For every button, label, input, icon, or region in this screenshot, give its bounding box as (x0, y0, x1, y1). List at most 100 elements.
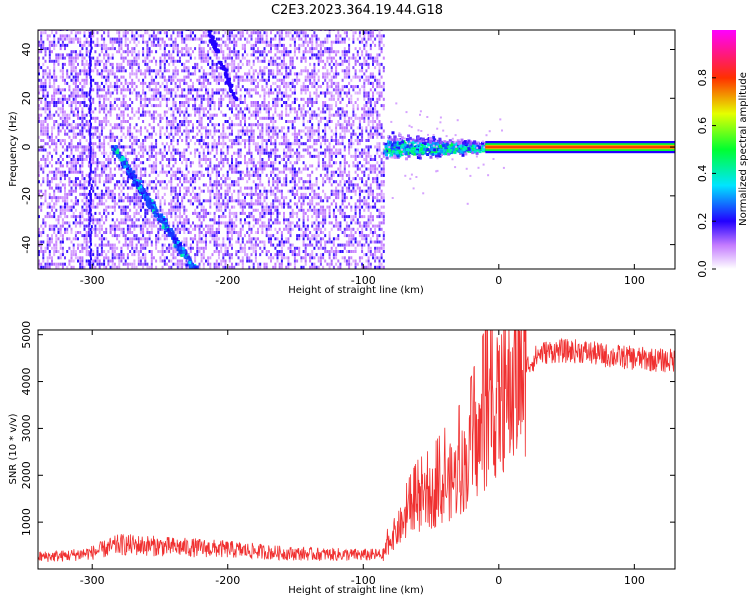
spectrogram-cell (150, 151, 153, 155)
spectrogram-cell (163, 62, 166, 66)
spectrogram-cell (94, 192, 97, 196)
spectrogram-cell (109, 94, 112, 98)
spectrogram-cell (135, 234, 138, 238)
spectrogram-cell (291, 107, 294, 111)
spectrogram-cell (272, 129, 275, 133)
spectrogram-cell (233, 215, 236, 219)
spectrogram-cell (179, 180, 181, 184)
spectrogram-cell (48, 135, 51, 139)
spectrogram-cell (42, 123, 45, 127)
spectrogram-cell (278, 154, 281, 158)
spectrogram-cell (218, 81, 220, 85)
spectrogram-cell (272, 69, 275, 73)
spectrogram-cell (289, 69, 292, 73)
spectrogram-cell (207, 170, 210, 174)
spectrogram-cell (103, 161, 106, 165)
spectrogram-cell (285, 91, 288, 95)
spectrogram-cell (194, 208, 197, 212)
spectrogram-cell (51, 94, 53, 98)
spectrogram-cell (83, 97, 86, 101)
spectrogram-cell (74, 161, 77, 165)
spectrogram-cell (38, 85, 40, 89)
spectrogram-cell (168, 246, 171, 250)
spectrogram-cell (259, 37, 262, 41)
spectrogram-cell (291, 164, 294, 168)
spectrogram-cell (172, 62, 175, 66)
spectrogram-cell (157, 104, 160, 108)
spectrogram-cell (172, 47, 175, 51)
spectrogram-cell (280, 240, 283, 244)
spectrogram-cell (179, 135, 181, 139)
spectrogram-cell (144, 91, 147, 95)
spectrogram-cell (205, 132, 207, 136)
spectrogram-cell (144, 113, 147, 117)
spectrogram-cell (168, 265, 171, 269)
spectrogram-cell (46, 183, 49, 187)
spectrogram-cell (231, 231, 233, 234)
spectrogram-cell (109, 132, 112, 136)
spectrogram-cell (98, 237, 101, 241)
spectrogram-cell (215, 53, 218, 57)
spectrogram-cell (181, 101, 184, 104)
spectrogram-cell (53, 192, 56, 196)
spectrogram-cell (287, 237, 290, 241)
spectrogram-cell (179, 231, 181, 234)
spectrogram-cell (137, 145, 140, 149)
spectrogram-cell (53, 101, 56, 104)
spectrogram-cell (55, 161, 58, 165)
spectrogram-cell (196, 224, 199, 228)
spectrogram-cell (163, 262, 166, 266)
spectrogram-cell (168, 224, 171, 228)
spectrogram-cell (113, 196, 116, 200)
spectrogram-cell (259, 164, 262, 168)
spectrogram-cell (213, 167, 216, 171)
spectrogram-cell (231, 126, 233, 130)
spectrogram-cell (263, 205, 266, 209)
spectrogram-cell (100, 50, 103, 54)
spectrogram-cell (152, 126, 155, 130)
spectrogram-cell (276, 91, 279, 95)
spectrogram-cell (205, 158, 207, 161)
spectrogram-cell (81, 186, 84, 190)
spectrogram-cell (263, 246, 266, 250)
spectrogram-cell (250, 158, 253, 161)
spectrogram-cell (96, 259, 99, 263)
spectrogram-cell (100, 167, 103, 171)
spectrogram-cell (254, 85, 257, 89)
spectrogram-cell (57, 62, 60, 66)
spectrogram-cell (85, 199, 88, 203)
spectrogram-cell (152, 37, 155, 41)
spectrogram-cell (40, 246, 43, 250)
spectrogram-cell (293, 224, 296, 228)
spectrogram-cell (224, 88, 227, 92)
spectrogram-cell (231, 246, 233, 250)
spectrogram-cell (257, 173, 259, 177)
spectrogram-cell (270, 208, 272, 212)
spectrogram-cell (170, 81, 173, 85)
spectrogram-cell (194, 192, 197, 196)
spectrogram-cell (250, 151, 253, 155)
spectrogram-cell (126, 253, 129, 257)
spectrogram-cell (70, 259, 73, 263)
spectrogram-cell (270, 142, 272, 146)
spectrogram-cell (46, 34, 49, 38)
spectrogram-cell (46, 104, 49, 108)
spectrogram-cell (87, 250, 90, 253)
spectrogram-cell (133, 202, 136, 206)
spectrogram-cell (116, 116, 119, 120)
spectrogram-cell (257, 227, 259, 231)
spectrogram-cell (287, 158, 290, 161)
spectrogram-cell (124, 211, 127, 215)
spectrogram-cell (198, 265, 201, 269)
spectrogram-cell (231, 66, 233, 70)
spectrogram-cell (72, 189, 75, 193)
spectrogram-cell (57, 167, 60, 171)
spectrogram-cell (209, 81, 212, 85)
spectrogram-cell (228, 62, 231, 66)
spectrogram-cell (111, 43, 114, 47)
spectrogram-cell (96, 250, 99, 253)
spectrogram-cell (187, 145, 190, 149)
spectrogram-cell (215, 69, 218, 73)
spectrogram-cell (105, 50, 108, 54)
spectrogram-cell (211, 72, 214, 76)
